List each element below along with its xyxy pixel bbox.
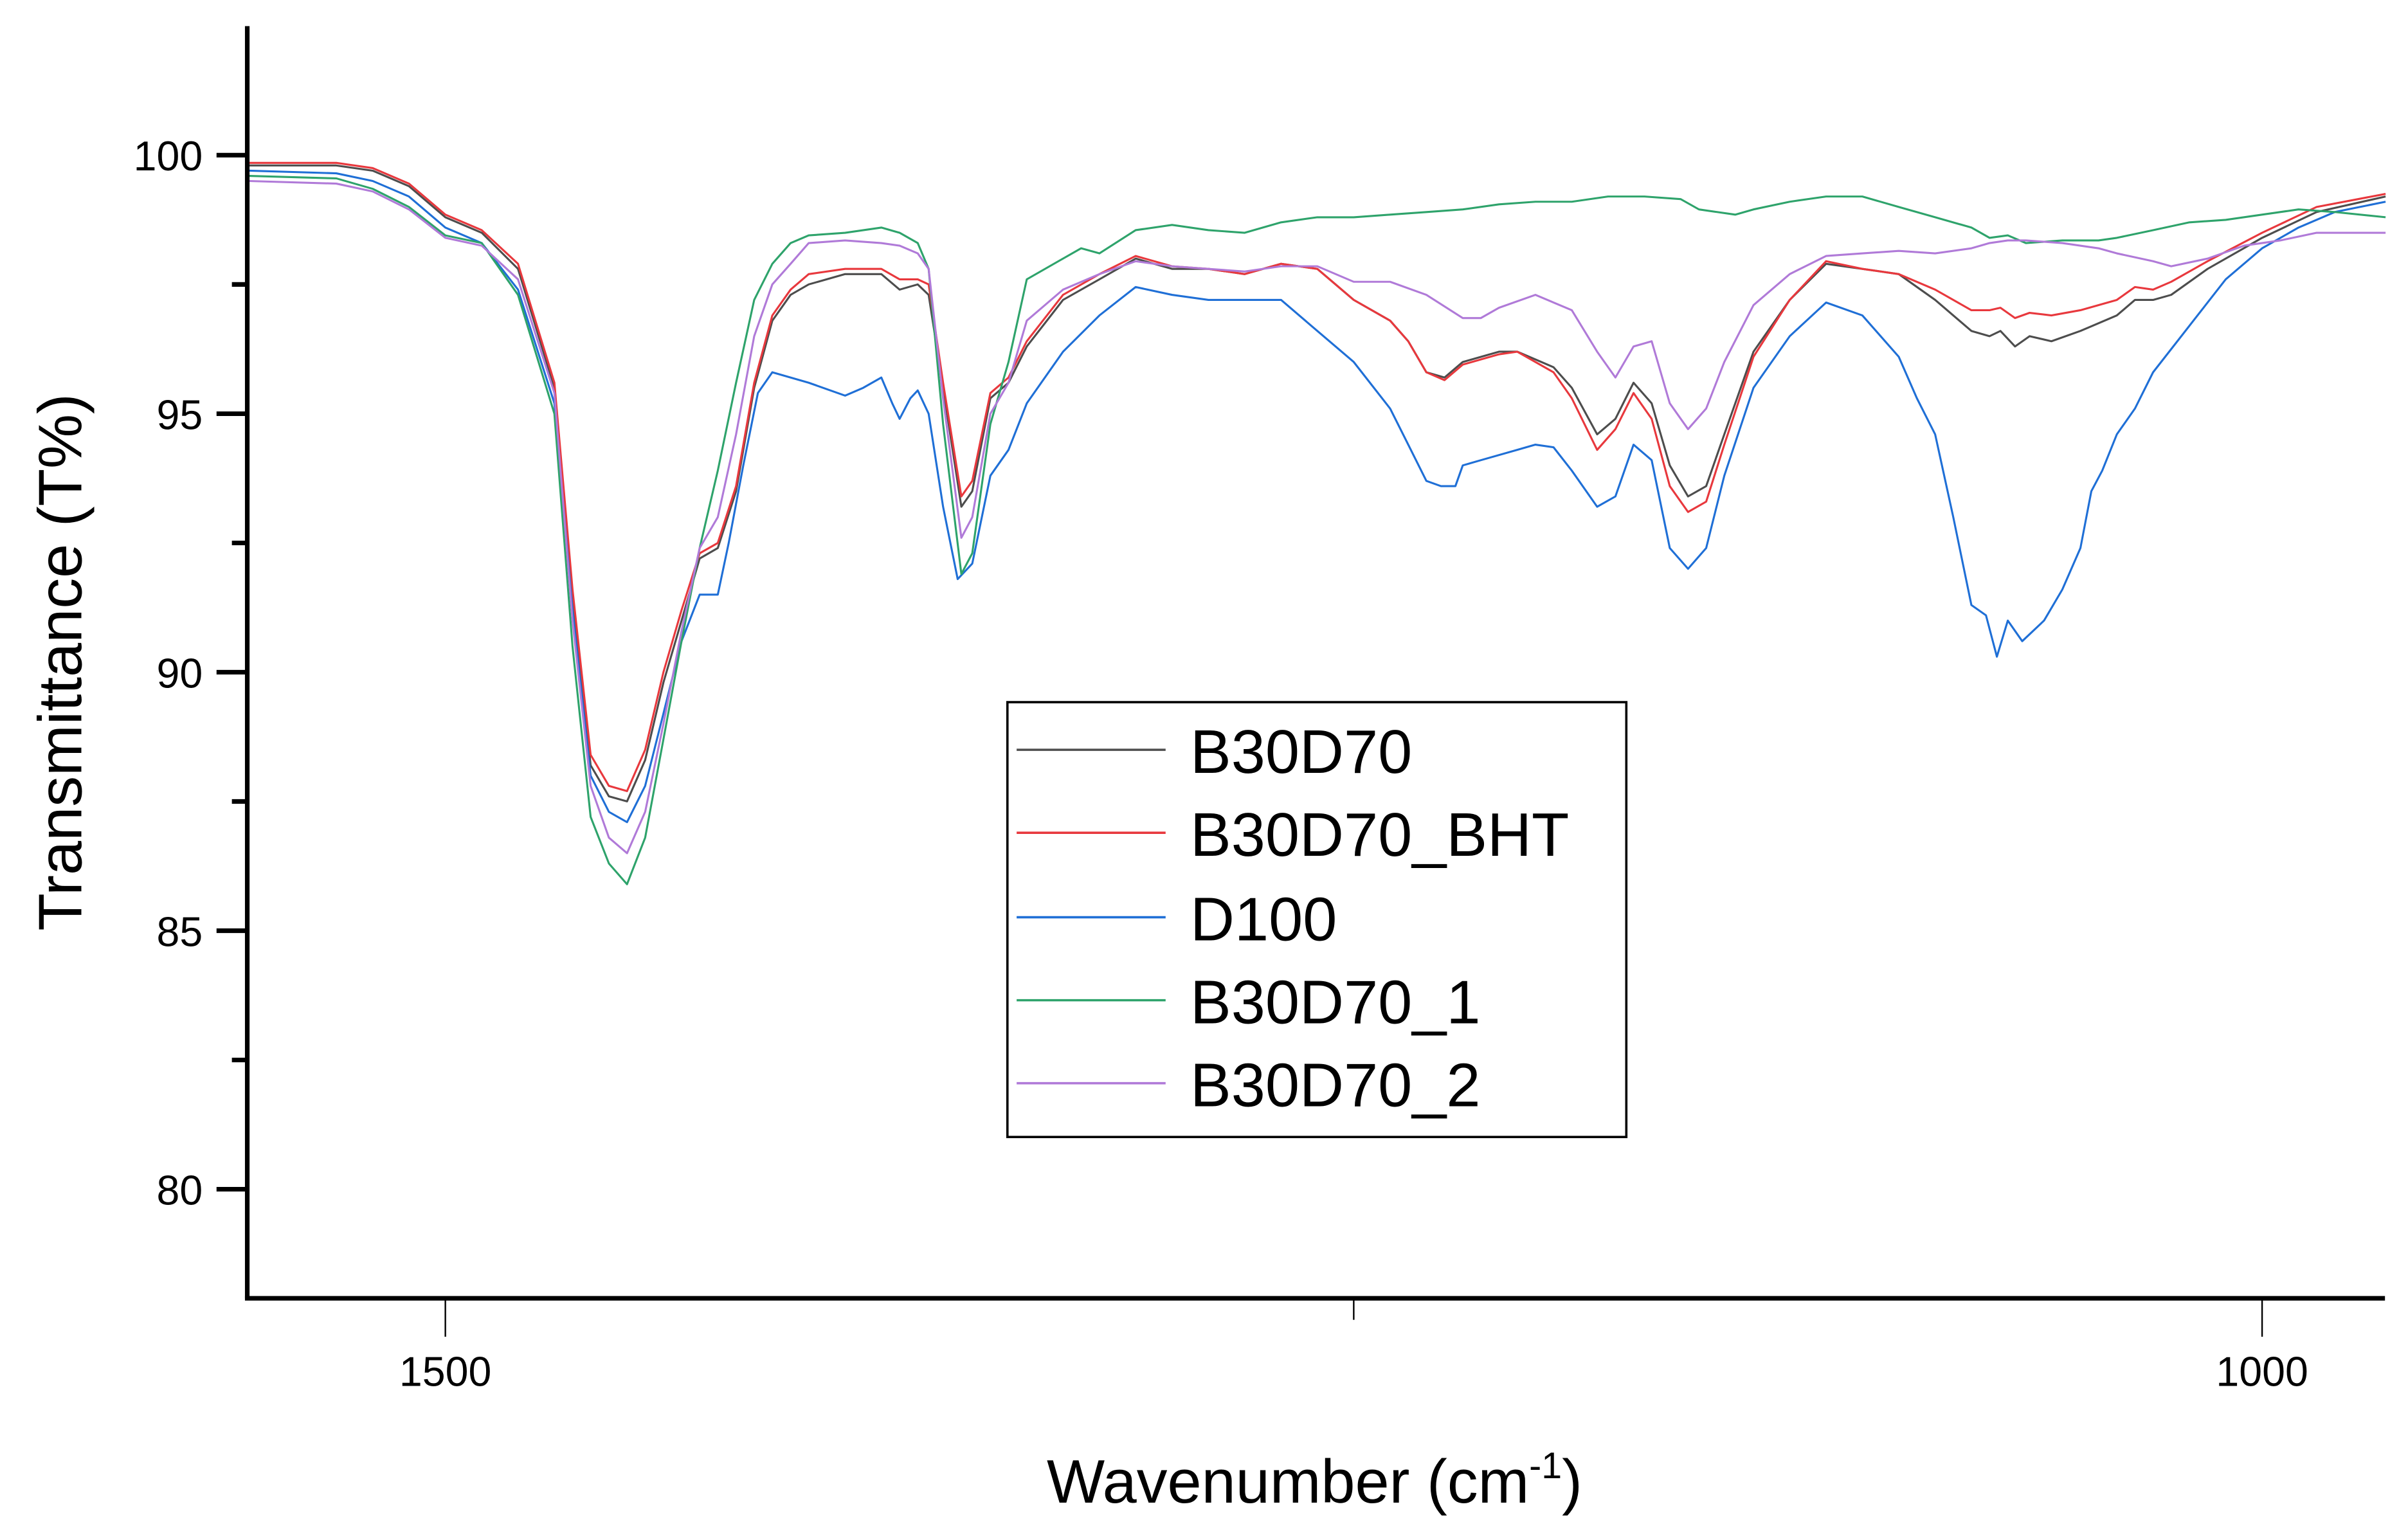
legend: B30D70 B30D70_BHT D100 B30D70_1 B30D70_2 (1006, 701, 1628, 1139)
x-axis-title-close: ) (1562, 1447, 1582, 1516)
y-tick-label: 90 (157, 650, 203, 696)
legend-item-2: D100 (1017, 885, 1337, 954)
y-tick-label: 100 (134, 133, 203, 179)
x-tick-label: 1000 (2216, 1348, 2308, 1395)
x-axis-title-main: Wavenumber (cm (1047, 1447, 1529, 1516)
y-axis-title: Transmittance (T%) (26, 394, 95, 931)
legend-label: D100 (1190, 885, 1337, 954)
legend-box (1006, 701, 1628, 1139)
legend-item-4: B30D70_2 (1017, 1051, 1480, 1120)
legend-label: B30D70_2 (1190, 1051, 1480, 1119)
plot-series (249, 161, 2386, 885)
series-line-d100 (249, 169, 2386, 824)
y-axis-ticks: 100 95 90 85 80 (134, 133, 248, 1213)
x-tick-label: 1500 (399, 1348, 491, 1395)
series-line-b30d70-1 (249, 175, 2386, 885)
legend-item-3: B30D70_1 (1017, 968, 1480, 1036)
x-axis-title: Wavenumber (cm-1) (1047, 1445, 1582, 1516)
y-tick-label: 85 (157, 909, 203, 955)
series-line-b30d70-2 (249, 179, 2386, 855)
x-axis-ticks: 1500 1000 (399, 1298, 2308, 1395)
y-tick-label: 95 (157, 392, 203, 438)
y-tick-label: 80 (157, 1167, 203, 1213)
legend-label: B30D70_1 (1190, 968, 1480, 1036)
x-axis-title-sup: -1 (1529, 1445, 1562, 1487)
legend-label: B30D70 (1190, 718, 1412, 786)
legend-label: B30D70_BHT (1190, 801, 1569, 869)
legend-item-1: B30D70_BHT (1017, 801, 1569, 869)
legend-item-0: B30D70 (1017, 718, 1412, 786)
series-line-b30d70-bht (249, 161, 2386, 792)
